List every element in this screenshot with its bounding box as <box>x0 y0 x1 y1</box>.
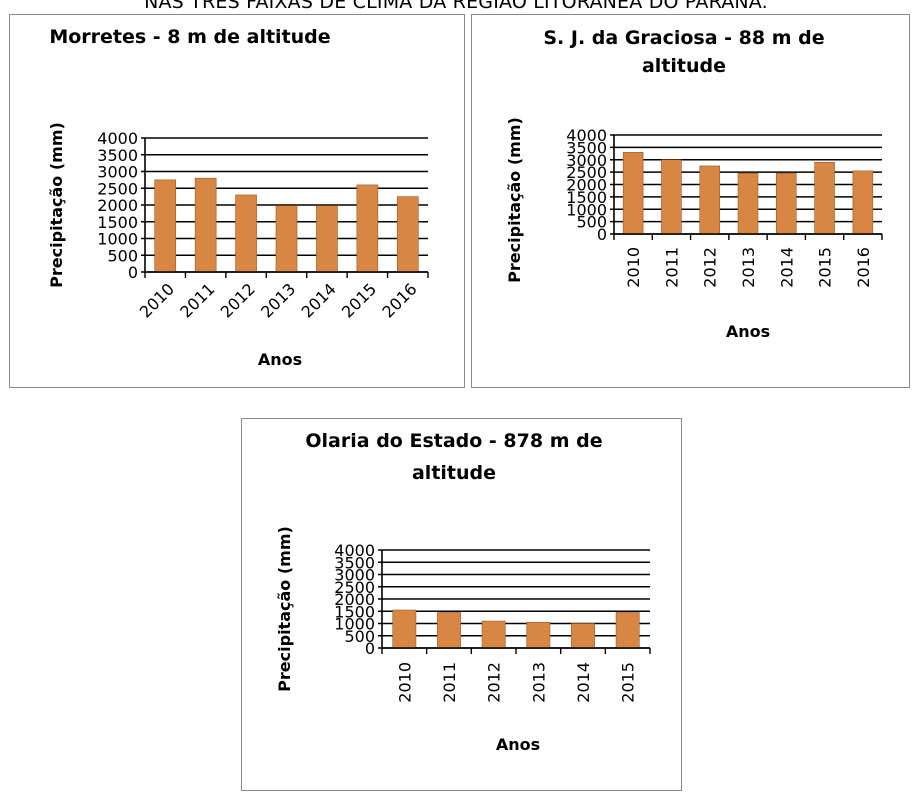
bar <box>615 612 640 649</box>
bar <box>526 621 551 649</box>
x-tick-label: 2012 <box>485 662 504 703</box>
x-tick-label: 2013 <box>257 279 299 321</box>
chart-morretes: Morretes - 8 m de altitude05001000150020… <box>47 26 429 369</box>
bar <box>571 623 595 649</box>
y-tick-label: 2000 <box>566 176 607 195</box>
y-tick-label: 1000 <box>334 615 375 634</box>
x-tick-label: 2015 <box>619 662 638 703</box>
y-tick-label: 1000 <box>97 230 138 249</box>
y-tick-label: 3000 <box>566 151 607 170</box>
page-heading: NAS TRÊS FAIXAS DE CLIMA DA REGIÃO LITOR… <box>144 0 768 13</box>
bar <box>154 179 177 273</box>
y-tick-label: 1500 <box>566 188 607 207</box>
x-axis-label: Anos <box>496 735 540 754</box>
y-axis-label: Precipitação (mm) <box>505 117 524 283</box>
x-axis-label: Anos <box>258 350 302 369</box>
x-tick-label: 2014 <box>574 662 593 703</box>
y-tick-label: 3500 <box>97 146 138 165</box>
y-tick-label: 500 <box>344 627 375 646</box>
x-tick-label: 2014 <box>298 279 340 321</box>
x-tick-label: 2016 <box>854 247 873 288</box>
chart-olaria: Olaria do Estado - 878 m dealtitude05001… <box>275 430 651 754</box>
x-tick-label: 2014 <box>777 247 796 288</box>
bar <box>661 159 682 235</box>
chart-title: altitude <box>412 462 496 484</box>
bar <box>699 165 720 235</box>
x-tick-label: 2011 <box>662 247 681 288</box>
x-tick-label: 2015 <box>338 279 380 321</box>
bar <box>437 612 461 649</box>
x-tick-label: 2012 <box>217 279 259 321</box>
y-tick-label: 1500 <box>334 602 375 621</box>
y-tick-label: 500 <box>107 246 138 265</box>
chart-panel-graciosa: S. J. da Graciosa - 88 m de altitude 0 500 1… <box>471 14 910 388</box>
y-tick-label: 3000 <box>97 163 138 182</box>
bar <box>235 194 257 273</box>
y-tick-label: 4000 <box>97 129 138 148</box>
bar <box>814 161 835 235</box>
x-tick-label: 2010 <box>136 279 178 321</box>
bar <box>622 152 644 235</box>
y-tick-label: 0 <box>597 225 607 244</box>
x-tick-label: 2010 <box>395 662 414 703</box>
bar <box>776 173 797 235</box>
chart-panel-olaria: Olaria do Estado - 878 m de altitude 0 500 1… <box>241 418 682 791</box>
y-axis-label: Precipitação (mm) <box>275 526 294 692</box>
y-tick-label: 2500 <box>97 179 138 198</box>
chart-title: Morretes - 8 m de altitude <box>49 26 330 48</box>
x-tick-label: 2010 <box>624 247 643 288</box>
x-axis-label: Anos <box>726 322 770 341</box>
chart-graciosa: S. J. da Graciosa - 88 m dealtitude05001… <box>505 27 883 341</box>
chart-title: S. J. da Graciosa - 88 m de <box>543 27 824 49</box>
y-tick-label: 0 <box>365 639 375 658</box>
y-tick-label: 500 <box>576 213 607 232</box>
y-tick-label: 3500 <box>334 553 375 572</box>
x-tick-label: 2011 <box>176 279 218 321</box>
y-tick-label: 1500 <box>97 213 138 232</box>
chart-title: Olaria do Estado - 878 m de <box>305 430 602 452</box>
bar <box>481 620 506 649</box>
bar <box>396 196 419 273</box>
y-tick-label: 2000 <box>334 590 375 609</box>
y-tick-label: 2500 <box>566 163 607 182</box>
y-tick-label: 3500 <box>566 138 607 157</box>
y-axis-label: Precipitação (mm) <box>47 122 66 288</box>
y-tick-label: 1000 <box>566 200 607 219</box>
y-tick-label: 3000 <box>334 566 375 585</box>
x-tick-label: 2013 <box>739 247 758 288</box>
bar <box>194 177 217 273</box>
x-tick-label: 2011 <box>440 662 459 703</box>
x-tick-label: 2015 <box>816 247 835 288</box>
chart-title: altitude <box>642 55 726 77</box>
y-tick-label: 4000 <box>566 126 607 145</box>
y-tick-label: 2000 <box>97 196 138 215</box>
y-tick-label: 0 <box>128 263 138 282</box>
bar <box>737 173 759 235</box>
x-tick-label: 2016 <box>378 279 420 321</box>
bar <box>356 184 379 273</box>
bar <box>316 205 338 273</box>
y-tick-label: 2500 <box>334 578 375 597</box>
bar <box>852 170 874 235</box>
chart-panel-morretes: Morretes - 8 m de altitude 0 500 1000 1500 20… <box>9 14 465 388</box>
x-tick-label: 2012 <box>701 247 720 288</box>
x-tick-label: 2013 <box>529 662 548 703</box>
bar <box>392 609 417 649</box>
bar <box>275 205 298 273</box>
y-tick-label: 4000 <box>334 541 375 560</box>
